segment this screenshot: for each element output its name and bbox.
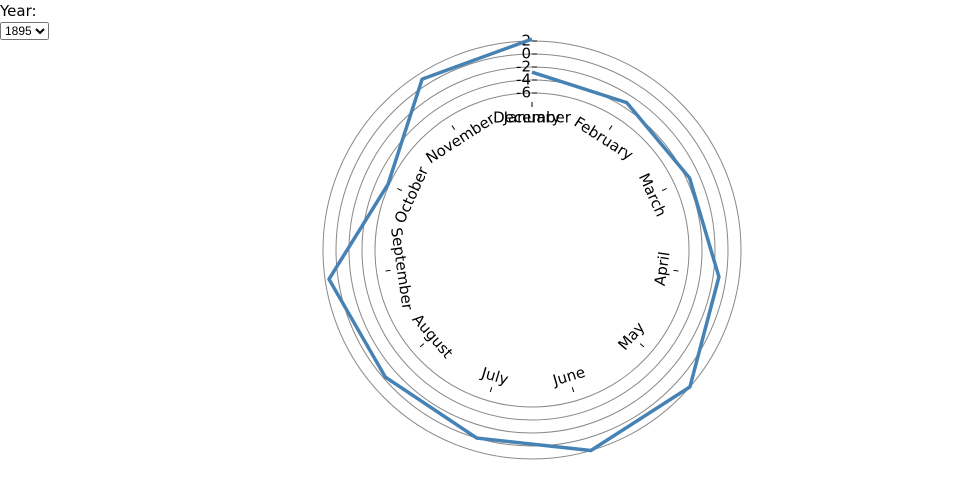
x-tick-label: January: [503, 109, 561, 127]
x-tick-label: July: [479, 363, 511, 388]
x-tick-label: May: [614, 318, 648, 353]
x-tick: [608, 125, 613, 130]
x-tick: [639, 343, 645, 348]
x-tick-label: April: [651, 250, 674, 287]
x-tick-label: March: [635, 170, 670, 219]
x-tick: [661, 188, 667, 192]
x-tick-label: August: [409, 310, 457, 362]
data-line: [327, 37, 721, 453]
x-tick-label: December: [493, 109, 572, 127]
x-tick: [673, 269, 679, 272]
grid-circle: [374, 92, 690, 408]
x-tick: [571, 387, 575, 393]
y-tick-label: -6: [516, 84, 531, 102]
x-tick-label: June: [550, 363, 587, 390]
y-tick-label: 0: [521, 45, 531, 63]
year-select[interactable]: 1895: [0, 22, 49, 40]
year-label: Year:: [0, 2, 37, 20]
x-tick-label: November: [423, 109, 499, 167]
y-tick-label: -4: [516, 71, 531, 89]
x-tick-label: October: [391, 163, 433, 226]
x-tick-label: February: [571, 113, 637, 164]
x-tick-label: September: [387, 226, 417, 311]
y-tick-label: -2: [516, 58, 531, 76]
x-tick: [489, 387, 493, 393]
x-tick: [385, 269, 391, 272]
x-tick: [419, 343, 425, 348]
x-tick: [451, 125, 456, 130]
x-tick: [397, 188, 403, 192]
year-control: Year: 1895: [0, 2, 49, 40]
